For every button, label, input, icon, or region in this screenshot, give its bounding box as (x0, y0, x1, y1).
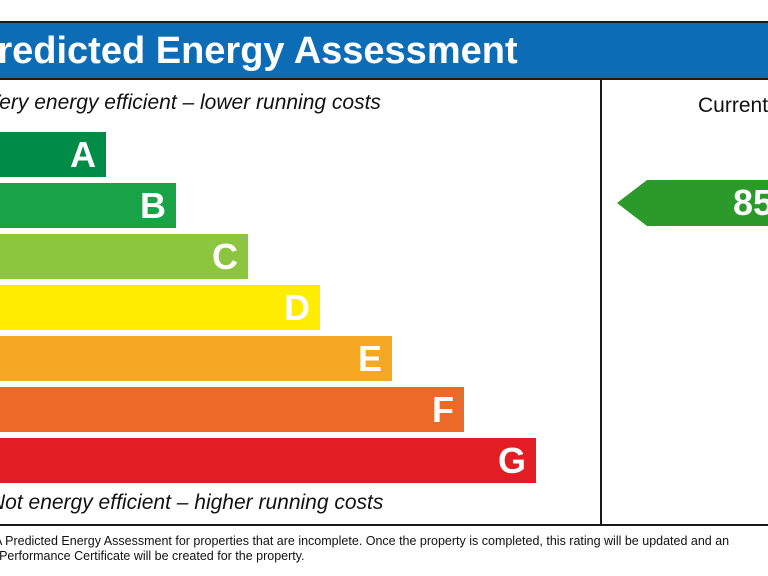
band-g-letter: G (497, 440, 526, 481)
band-c: C (0, 234, 248, 279)
band-f: F (0, 387, 464, 432)
band-e-letter: E (357, 338, 382, 379)
header-rule (0, 78, 768, 80)
band-b: B (0, 183, 176, 228)
band-d-letter: D (284, 287, 310, 328)
band-a-letter: A (70, 134, 96, 175)
header-bar (0, 23, 768, 79)
band-a: A (0, 132, 106, 177)
efficient-caption: Very energy efficient – lower running co… (0, 91, 381, 114)
footnote-line-1: A Predicted Energy Assessment for proper… (0, 534, 730, 548)
band-d: D (0, 285, 320, 330)
footnote-line-2: Energy Performance Certificate will be c… (0, 549, 305, 563)
chart-frame (0, 21, 768, 526)
inefficient-caption: Not energy efficient – higher running co… (0, 491, 384, 514)
band-b-letter: B (140, 185, 166, 226)
band-f-letter: F (432, 389, 454, 430)
page-title: Predicted Energy Assessment (0, 30, 518, 72)
band-e: E (0, 336, 392, 381)
band-g: G (0, 438, 536, 483)
band-c-letter: C (212, 236, 238, 277)
current-column-heading: Current (698, 94, 768, 117)
current-rating-value: 85 (733, 182, 768, 223)
column-divider (600, 79, 602, 526)
current-rating-arrow (617, 180, 768, 226)
